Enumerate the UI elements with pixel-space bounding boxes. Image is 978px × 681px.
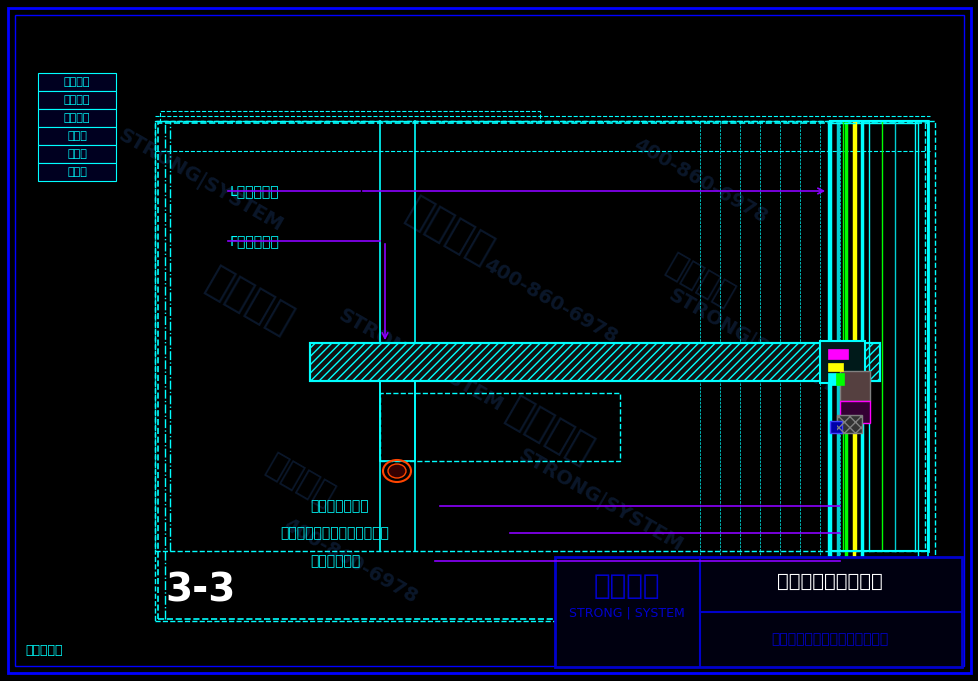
Ellipse shape bbox=[387, 464, 406, 478]
Bar bbox=[836, 415, 861, 433]
Text: 西创金属科技（江苏）有限公司: 西创金属科技（江苏）有限公司 bbox=[771, 632, 888, 646]
Bar bbox=[155, 121, 924, 551]
Bar bbox=[155, 121, 934, 621]
Text: 环保节能: 环保节能 bbox=[64, 95, 90, 105]
Text: 西创系统: 西创系统 bbox=[200, 262, 299, 340]
Text: 铝合金型材端头: 铝合金型材端头 bbox=[310, 499, 369, 513]
Bar bbox=[829, 421, 841, 433]
Text: 400-860-6978: 400-860-6978 bbox=[629, 135, 770, 227]
Text: STRONG|SYSTEM: STRONG|SYSTEM bbox=[663, 286, 835, 396]
Bar bbox=[38, 91, 115, 109]
Text: 西创系统: 西创系统 bbox=[500, 391, 600, 471]
Bar bbox=[839, 371, 869, 401]
Bar bbox=[827, 363, 842, 371]
Bar bbox=[836, 415, 861, 433]
Bar bbox=[839, 401, 869, 423]
Bar bbox=[310, 343, 879, 381]
Bar bbox=[310, 343, 879, 381]
Bar bbox=[827, 373, 835, 385]
Bar bbox=[159, 111, 540, 121]
Text: L型精制钢柱: L型精制钢柱 bbox=[230, 184, 280, 198]
Bar bbox=[820, 341, 865, 383]
Text: 400-860-6978: 400-860-6978 bbox=[280, 515, 420, 607]
Bar bbox=[379, 393, 619, 461]
Bar bbox=[38, 163, 115, 181]
Text: 西创系统: 西创系统 bbox=[660, 250, 738, 312]
Bar bbox=[827, 123, 917, 619]
Text: 西创系统: 西创系统 bbox=[400, 191, 500, 271]
Text: 400-860-6978: 400-860-6978 bbox=[479, 255, 620, 347]
Text: 西创系统: 西创系统 bbox=[593, 572, 659, 600]
Text: 超级防腐: 超级防腐 bbox=[64, 113, 90, 123]
Text: 安全防火: 安全防火 bbox=[64, 77, 90, 87]
Text: 西创系统: 西创系统 bbox=[261, 450, 338, 512]
Bar bbox=[38, 73, 115, 91]
Bar bbox=[379, 381, 415, 461]
Bar bbox=[310, 343, 879, 381]
Text: 大通透: 大通透 bbox=[67, 149, 87, 159]
Bar bbox=[835, 373, 843, 385]
Bar bbox=[38, 127, 115, 145]
Text: 3-3: 3-3 bbox=[165, 572, 235, 610]
Text: 专利产品！: 专利产品！ bbox=[25, 644, 63, 657]
Text: 公母螺栓（专利、连续栓接）: 公母螺栓（专利、连续栓接） bbox=[280, 526, 388, 540]
Text: STRONG|SYSTEM: STRONG|SYSTEM bbox=[333, 306, 506, 416]
Bar bbox=[38, 109, 115, 127]
Bar bbox=[38, 145, 115, 163]
Text: STRONG|SYSTEM: STRONG|SYSTEM bbox=[513, 445, 686, 556]
Bar bbox=[555, 557, 961, 667]
Bar bbox=[827, 349, 847, 359]
Text: 大跨度: 大跨度 bbox=[67, 131, 87, 141]
Text: F型精制钢柱: F型精制钢柱 bbox=[230, 234, 280, 248]
Text: 橡胶隔热垫块: 橡胶隔热垫块 bbox=[310, 554, 360, 568]
Text: STRONG|SYSTEM: STRONG|SYSTEM bbox=[114, 126, 286, 236]
Text: STRONG | SYSTEM: STRONG | SYSTEM bbox=[568, 607, 685, 620]
Text: 更纤细: 更纤细 bbox=[67, 167, 87, 177]
Bar bbox=[829, 121, 927, 551]
Bar bbox=[157, 123, 927, 619]
Text: 阿那亚雾灵山图书馆: 阿那亚雾灵山图书馆 bbox=[777, 571, 882, 590]
